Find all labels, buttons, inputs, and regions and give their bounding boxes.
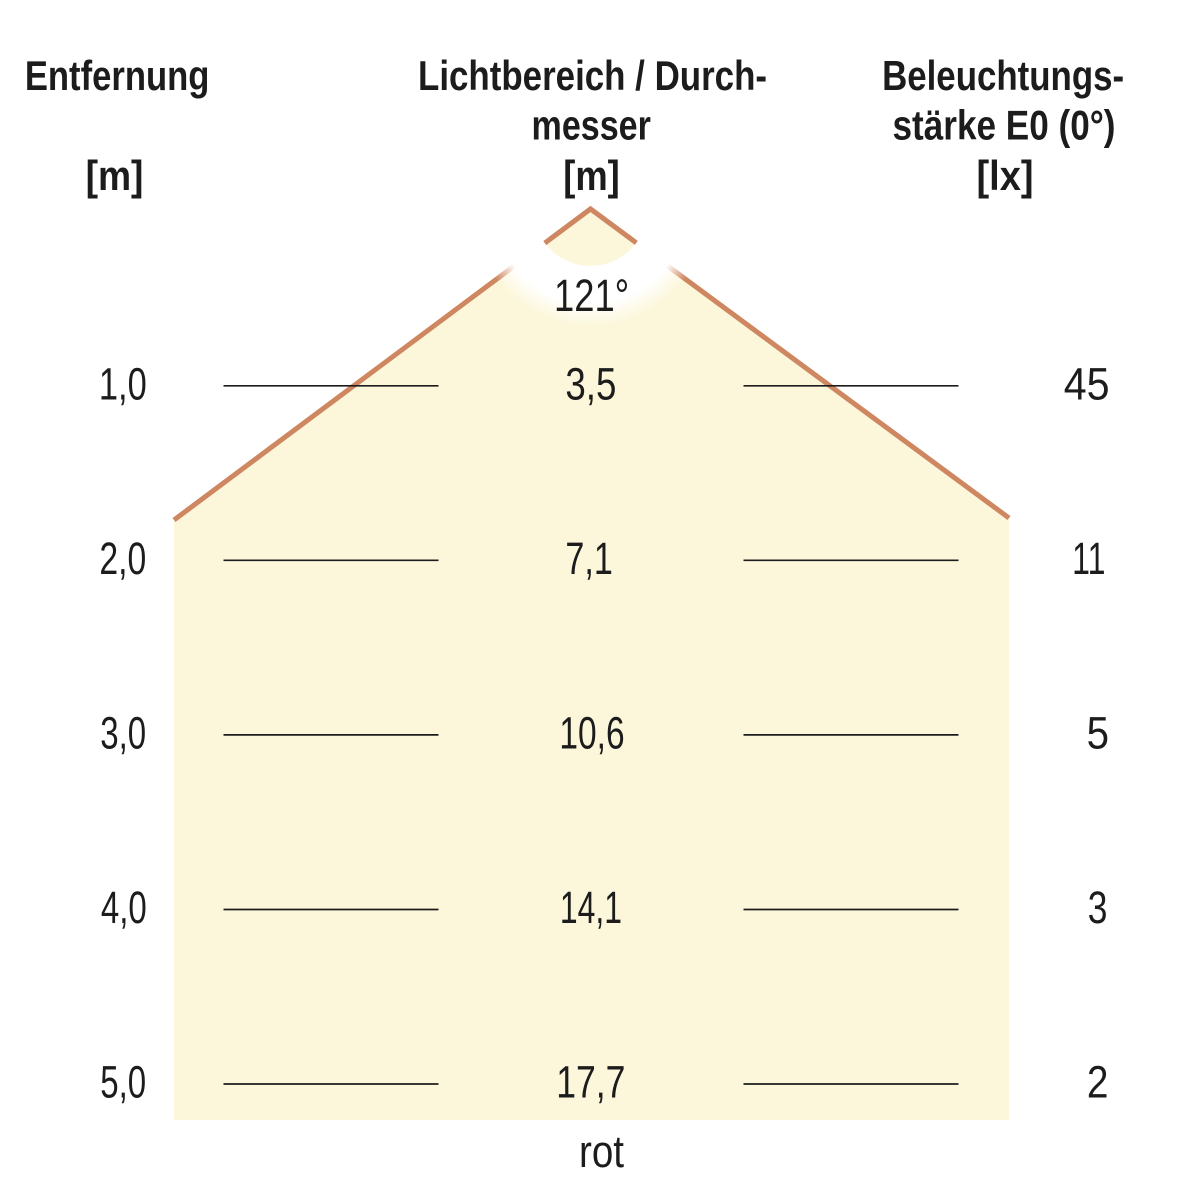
svg-text:2: 2 [1087, 1057, 1109, 1107]
svg-text:5: 5 [1087, 708, 1109, 758]
svg-text:rot: rot [579, 1127, 625, 1177]
svg-text:11: 11 [1072, 534, 1105, 584]
svg-text:17,7: 17,7 [556, 1057, 625, 1107]
svg-text:Lichtbereich / Durch-: Lichtbereich / Durch- [418, 53, 767, 100]
svg-text:10,6: 10,6 [559, 708, 624, 758]
svg-text:4,0: 4,0 [101, 883, 147, 933]
svg-text:3,5: 3,5 [565, 359, 616, 409]
svg-text:[m]: [m] [86, 153, 144, 200]
svg-text:14,1: 14,1 [560, 883, 622, 933]
svg-text:3,0: 3,0 [100, 708, 146, 758]
svg-text:45: 45 [1064, 359, 1110, 409]
svg-text:2,0: 2,0 [99, 534, 146, 584]
svg-text:[m]: [m] [563, 153, 620, 200]
svg-text:3: 3 [1088, 883, 1108, 933]
svg-text:1,0: 1,0 [99, 359, 147, 409]
svg-text:Entfernung: Entfernung [25, 53, 210, 100]
svg-text:5,0: 5,0 [100, 1057, 146, 1107]
svg-text:messer: messer [532, 102, 651, 149]
svg-text:stärke E0 (0°): stärke E0 (0°) [892, 102, 1115, 149]
svg-text:7,1: 7,1 [565, 534, 612, 584]
svg-text:[lx]: [lx] [977, 153, 1034, 200]
svg-text:Beleuchtungs-: Beleuchtungs- [882, 53, 1124, 100]
svg-text:121°: 121° [554, 271, 629, 321]
